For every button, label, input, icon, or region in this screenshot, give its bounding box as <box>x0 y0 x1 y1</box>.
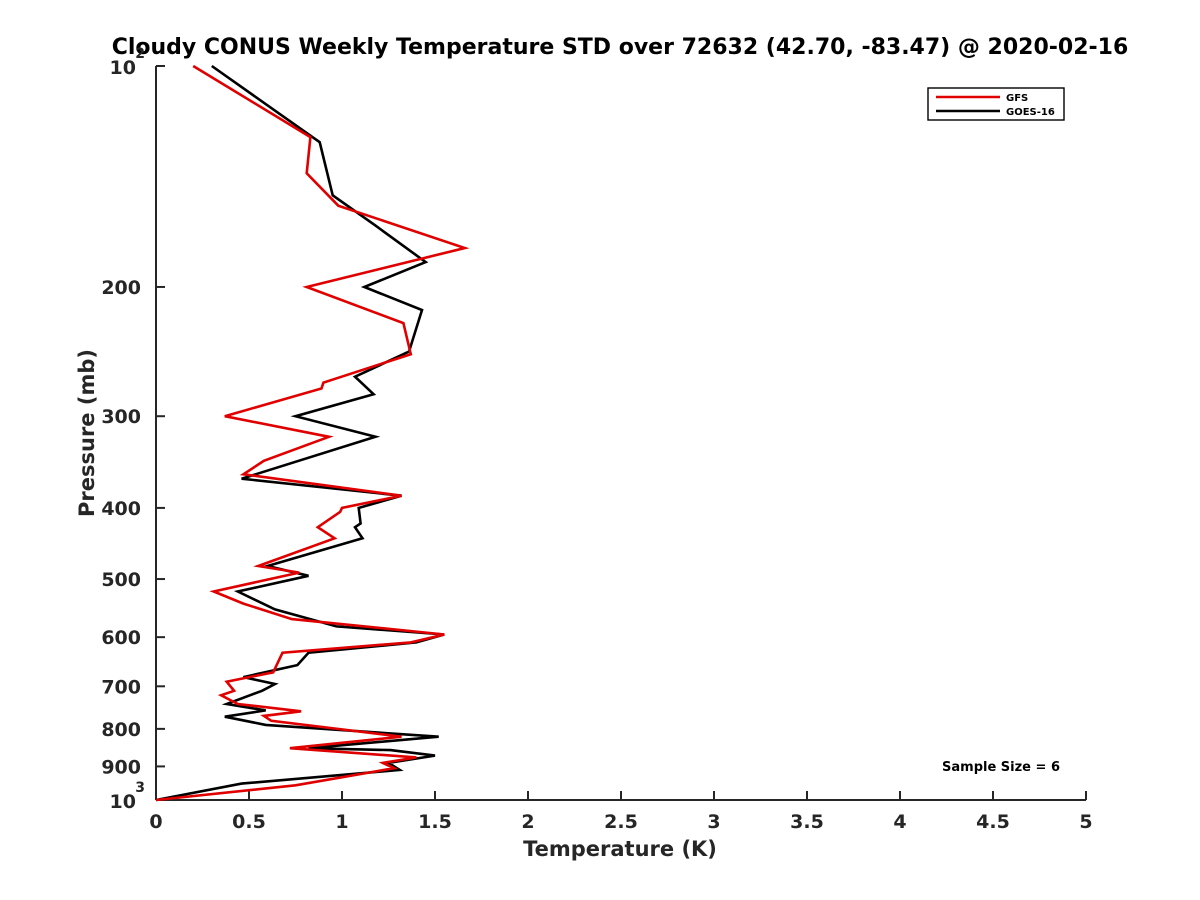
x-tick-label: 5 <box>1079 811 1092 833</box>
series-line-gfs <box>155 64 470 802</box>
y-tick-exponent: 2 <box>135 46 145 62</box>
y-tick-label: 600 <box>101 627 141 649</box>
y-tick-label: 10 <box>110 791 136 813</box>
x-tick-label: 2.5 <box>604 811 638 833</box>
y-axis-label: Pressure (mb) <box>75 349 99 517</box>
x-tick-label: 3.5 <box>790 811 824 833</box>
y-tick-label: 500 <box>101 569 141 591</box>
legend-box <box>927 87 1065 121</box>
x-tick-label: 1 <box>335 811 348 833</box>
x-axis-ticks: 0 0.5 1 1.5 2 2.5 3 3.5 4 4.5 5 <box>149 791 1093 833</box>
legend-label: GFS <box>1006 93 1028 104</box>
y-tick-label: 10 <box>110 57 136 79</box>
series-layer <box>155 64 470 802</box>
x-tick-label: 0.5 <box>232 811 266 833</box>
y-tick-label: 800 <box>101 719 141 741</box>
x-tick-label: 4.5 <box>976 811 1010 833</box>
x-tick-label: 4 <box>893 811 906 833</box>
x-tick-label: 1.5 <box>418 811 452 833</box>
series-line-goes-16 <box>155 64 445 802</box>
sample-size-annotation: Sample Size = 6 <box>942 760 1060 775</box>
y-tick-label: 300 <box>101 406 141 428</box>
y-tick-exponent: 3 <box>135 780 145 796</box>
x-tick-label: 2 <box>521 811 534 833</box>
y-tick-label: 400 <box>101 498 141 520</box>
y-tick-label: 200 <box>101 277 141 299</box>
y-tick-label: 900 <box>101 756 141 778</box>
legend: GFS GOES-16 <box>927 87 1065 121</box>
y-tick-label: 700 <box>101 676 141 698</box>
chart-title: Cloudy CONUS Weekly Temperature STD over… <box>112 35 1129 60</box>
legend-label: GOES-16 <box>1006 107 1055 118</box>
x-tick-label: 0 <box>149 811 162 833</box>
x-axis-label: Temperature (K) <box>523 837 717 861</box>
x-tick-label: 3 <box>707 811 720 833</box>
